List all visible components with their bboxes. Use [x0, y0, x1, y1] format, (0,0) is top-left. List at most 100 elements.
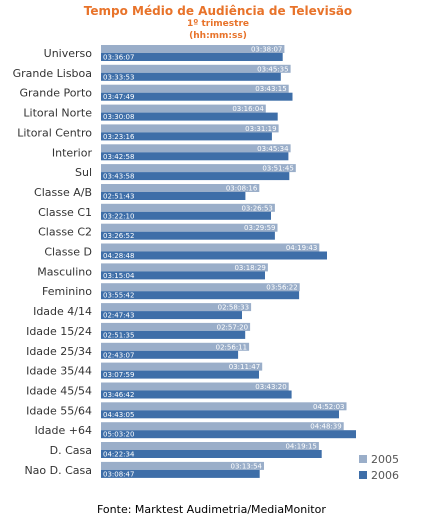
bar-2006-classe-c1: [101, 211, 271, 220]
chart-title: Tempo Médio de Audiência de Televisão: [84, 4, 352, 18]
value-label-2005-litoral-centro: 03:31:19: [245, 125, 276, 133]
category-label-idade-15-24: Idade 15/24: [26, 325, 92, 338]
value-label-2005-idade-35-44: 03:11:47: [229, 363, 260, 371]
category-label-feminino: Feminino: [42, 285, 92, 298]
category-label-idade-25-34: Idade 25/34: [26, 345, 92, 358]
value-label-2006-sul: 03:43:58: [103, 173, 134, 181]
value-label-2006-idade-35-44: 03:07:59: [103, 371, 134, 379]
value-label-2006-universo: 03:36:07: [103, 54, 134, 62]
value-label-2005-idade-55-64: 04:52:03: [313, 403, 344, 411]
bar-2006-idade-4-14: [101, 311, 242, 320]
value-label-2006-idade-25-34: 02:43:07: [103, 351, 134, 359]
value-label-2005-idade-64: 04:48:39: [310, 423, 341, 431]
bar-2006-idade-45-54: [101, 390, 292, 399]
category-label-idade-45-54: Idade 45/54: [26, 385, 92, 398]
bar-2006-litoral-centro: [101, 132, 272, 141]
value-label-2005-masculino: 03:18:29: [234, 264, 265, 272]
bar-2006-sul: [101, 172, 290, 181]
value-label-2006-interior: 03:42:58: [103, 153, 134, 161]
value-label-2005-idade-4-14: 02:58:33: [218, 304, 249, 312]
bar-2006-nao-d-casa: [101, 469, 260, 478]
bar-2005-grande-porto: [101, 84, 289, 93]
value-label-2006-litoral-centro: 03:23:16: [103, 133, 135, 141]
bar-2006-feminino: [101, 291, 300, 300]
value-label-2005-idade-45-54: 03:43:20: [255, 383, 286, 391]
value-label-2006-classe-d: 04:28:48: [103, 252, 134, 260]
bar-2005-idade-55-64: [101, 402, 347, 411]
bar-2006-idade-25-34: [101, 350, 239, 359]
value-label-2005-sul: 03:51:45: [262, 165, 293, 173]
category-label-litoral-norte: Litoral Norte: [23, 107, 92, 120]
value-label-2005-d-casa: 04:19:15: [285, 443, 316, 451]
value-label-2006-idade-55-64: 04:43:05: [103, 411, 134, 419]
value-label-2005-interior: 03:45:34: [257, 145, 289, 153]
bar-2005-universo: [101, 45, 285, 53]
bar-2006-idade-55-64: [101, 410, 339, 419]
category-label-nao-d-casa: Nao D. Casa: [24, 464, 92, 477]
bar-2006-grande-porto: [101, 92, 293, 101]
value-label-2006-classe-c2: 03:26:52: [103, 232, 134, 240]
legend: 2005 2006: [359, 453, 399, 482]
bar-2006-masculino: [101, 271, 265, 280]
bar-2005-masculino: [101, 263, 268, 272]
value-label-2006-idade-15-24: 02:51:35: [103, 331, 134, 339]
bar-2005-nao-d-casa: [101, 461, 264, 470]
category-label-idade-35-44: Idade 35/44: [26, 365, 92, 378]
category-label-idade-55-64: Idade 55/64: [26, 404, 92, 417]
bar-2006-d-casa: [101, 450, 322, 458]
bar-2005-idade-45-54: [101, 382, 289, 391]
category-label-masculino: Masculino: [37, 265, 92, 278]
value-label-2005-grande-porto: 03:43:15: [255, 85, 286, 93]
bar-2006-classe-a-b: [101, 192, 246, 200]
value-label-2006-idade-45-54: 03:46:42: [103, 391, 134, 399]
bar-2005-feminino: [101, 283, 300, 292]
value-label-2006-idade-64: 05:03:20: [103, 431, 134, 439]
value-label-2006-masculino: 03:15:04: [103, 272, 135, 280]
legend-swatch-2006: [359, 471, 367, 479]
legend-label-2006: 2006: [371, 469, 399, 482]
bar-2005-idade-15-24: [101, 322, 251, 331]
bar-2005-interior: [101, 144, 291, 153]
legend-label-2005: 2005: [371, 453, 399, 466]
bar-2006-idade-15-24: [101, 330, 246, 339]
value-label-2005-idade-25-34: 02:56:11: [216, 343, 247, 351]
value-label-2005-classe-c1: 03:26:53: [241, 204, 272, 212]
bar-2005-classe-a-b: [101, 184, 260, 192]
value-label-2005-grande-lisboa: 03:45:35: [257, 65, 288, 73]
bar-2006-litoral-norte: [101, 112, 278, 121]
bar-2005-classe-d: [101, 243, 320, 252]
bar-2005-litoral-norte: [101, 104, 266, 113]
bar-2006-classe-d: [101, 251, 327, 260]
value-label-2005-universo: 03:38:07: [251, 46, 282, 54]
bar-2006-classe-c2: [101, 231, 275, 240]
bar-2006-idade-35-44: [101, 370, 259, 379]
category-label-idade-64: Idade +64: [35, 424, 92, 437]
value-label-2005-litoral-norte: 03:16:04: [232, 105, 264, 113]
bar-2005-litoral-centro: [101, 124, 279, 133]
value-label-2005-classe-d: 04:19:43: [286, 244, 317, 252]
value-label-2006-grande-porto: 03:47:49: [103, 93, 134, 101]
bar-2006-interior: [101, 152, 289, 161]
value-label-2006-classe-c1: 03:22:10: [103, 212, 134, 220]
category-label-d-casa: D. Casa: [50, 444, 92, 457]
value-label-2006-grande-lisboa: 03:33:53: [103, 73, 134, 81]
value-label-2005-classe-a-b: 03:08:16: [226, 185, 258, 193]
value-label-2006-litoral-norte: 03:30:08: [103, 113, 134, 121]
bar-2005-classe-c2: [101, 223, 278, 232]
bar-2005-idade-64: [101, 422, 344, 431]
value-label-2006-d-casa: 04:22:34: [103, 451, 135, 459]
bar-2006-universo: [101, 53, 283, 61]
category-label-classe-d: Classe D: [44, 246, 92, 259]
category-label-idade-4-14: Idade 4/14: [33, 305, 92, 318]
bars-area: Universo 03:38:07 03:36:07 Grande Lisboa 03:…: [13, 45, 356, 478]
bar-2005-d-casa: [101, 442, 319, 450]
legend-swatch-2005: [359, 455, 367, 463]
category-label-interior: Interior: [52, 146, 93, 159]
bar-2005-idade-25-34: [101, 342, 250, 351]
category-label-litoral-centro: Litoral Centro: [17, 126, 92, 139]
bar-2005-idade-35-44: [101, 362, 263, 371]
bar-2006-grande-lisboa: [101, 72, 281, 81]
category-label-classe-a-b: Classe A/B: [34, 186, 92, 199]
bar-2005-classe-c1: [101, 203, 275, 212]
